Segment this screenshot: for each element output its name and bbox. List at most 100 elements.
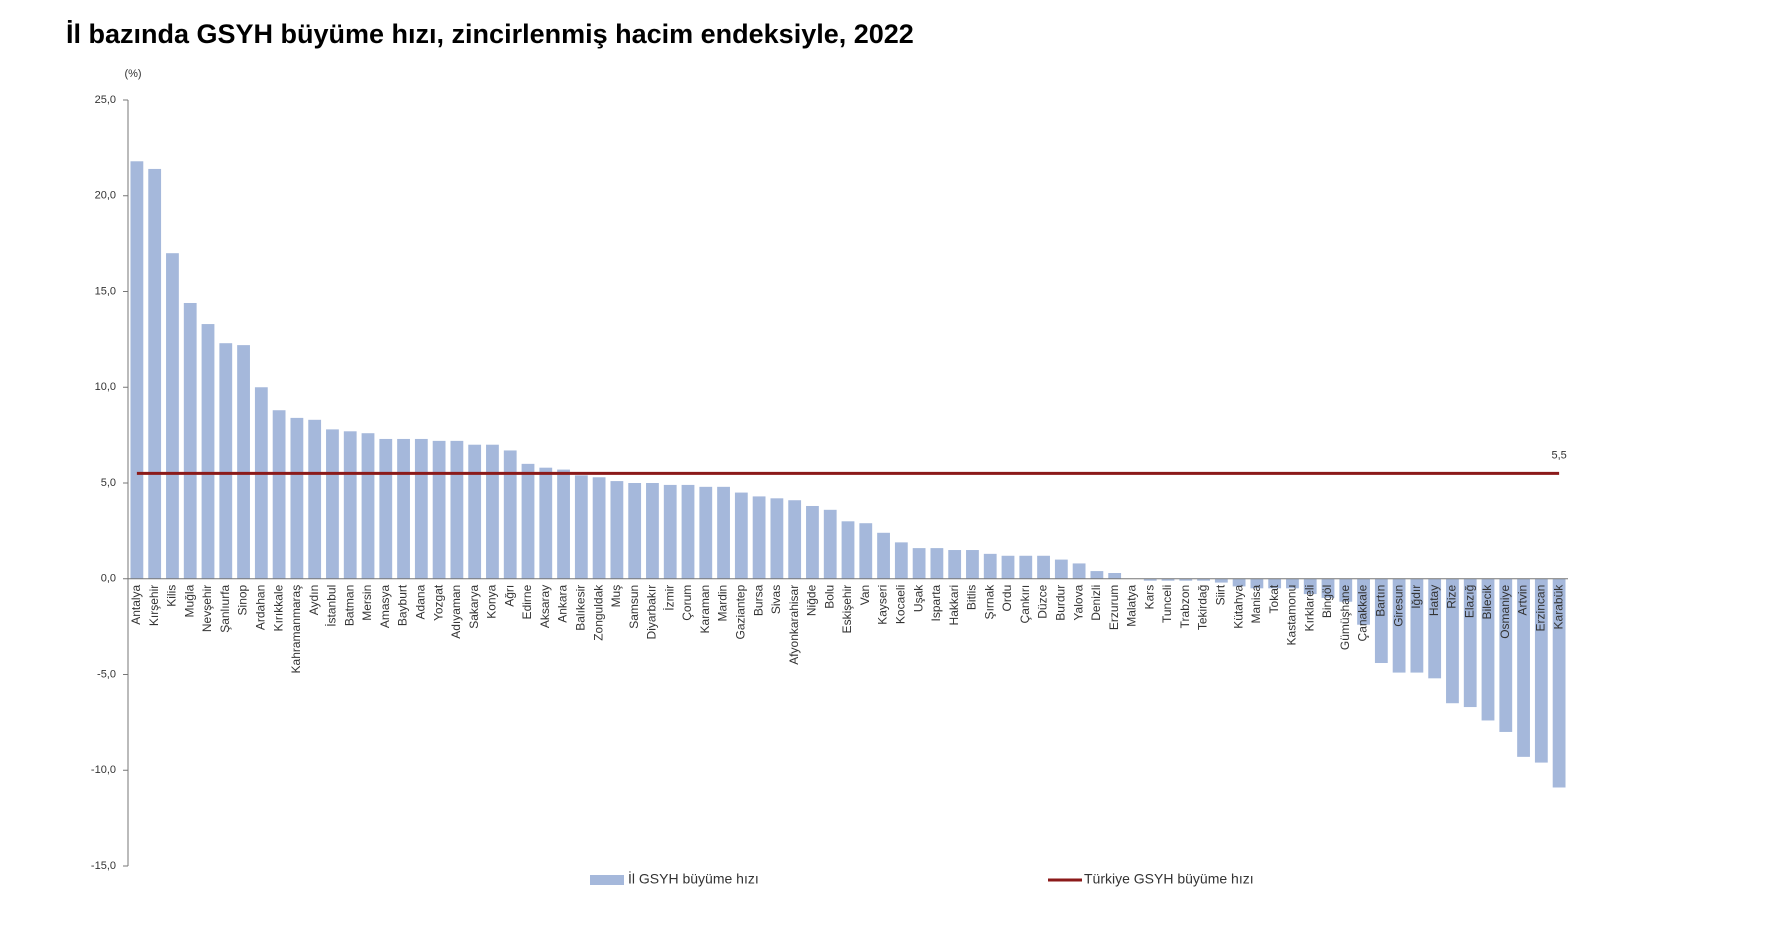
x-tick-label: Karabük (1551, 584, 1565, 630)
bar (877, 532, 890, 579)
x-tick-label: Manisa (1249, 584, 1263, 623)
x-tick-label: Düzce (1036, 584, 1050, 618)
bar (254, 387, 268, 579)
x-tick-label: Artvin (1516, 585, 1530, 616)
bar (681, 484, 695, 579)
x-tick-label: Mardin (716, 585, 730, 622)
x-tick-label: Ardahan (254, 585, 268, 630)
bar (290, 417, 304, 579)
bar (628, 483, 642, 579)
x-tick-label: Erzurum (1107, 585, 1121, 630)
y-tick-label: -15,0 (91, 860, 116, 872)
y-tick-label: -10,0 (91, 764, 116, 776)
x-tick-label: Bartın (1374, 585, 1388, 617)
bar (699, 486, 713, 579)
x-tick-label: Van (858, 585, 872, 605)
legend-label: Türkiye GSYH büyüme hızı (1084, 871, 1254, 887)
bar (788, 500, 802, 579)
x-tick-label: Sakarya (467, 584, 481, 628)
bar (912, 548, 926, 579)
x-tick-label: Elazığ (1462, 585, 1476, 618)
bar (1499, 578, 1513, 732)
x-tick-label: Muğla (182, 584, 196, 617)
bar (432, 440, 446, 579)
bar (183, 302, 197, 579)
bar (148, 168, 162, 579)
x-tick-label: Ordu (1000, 585, 1014, 612)
bar (237, 345, 250, 579)
bar (806, 505, 819, 579)
chart-title: İl bazında GSYH büyüme hızı, zincirlenmi… (66, 19, 914, 49)
bar (1001, 555, 1015, 579)
x-tick-label: Tekirdağ (1196, 585, 1210, 630)
x-tick-label: Burdur (1054, 585, 1068, 621)
bar (1481, 578, 1495, 721)
x-tick-label: Kocaeli (894, 585, 908, 624)
bar (859, 523, 873, 579)
x-tick-label: Kırşehir (147, 585, 161, 626)
bar (1179, 578, 1193, 581)
y-tick-label: 15,0 (95, 285, 116, 297)
bar (823, 509, 837, 579)
x-tick-label: Batman (342, 585, 356, 626)
bar (1143, 578, 1157, 581)
bar (1090, 571, 1104, 579)
x-tick-label: Kilis (165, 585, 179, 607)
bar (539, 467, 553, 579)
x-tick-label: Yozgat (431, 584, 445, 621)
y-axis-label: (%) (124, 68, 141, 80)
x-tick-label: Mersin (360, 585, 374, 621)
bar (1161, 578, 1175, 581)
bar (966, 550, 979, 579)
bar (948, 550, 962, 579)
x-tick-label: Eskişehir (840, 585, 854, 634)
bar (1054, 559, 1068, 579)
x-tick-label: İstanbul (325, 585, 339, 627)
x-tick-label: Diyarbakır (645, 585, 659, 640)
x-tick-label: Kırıkkale (271, 584, 285, 631)
x-tick-label: Ağrı (502, 585, 516, 607)
x-tick-label: İzmir (662, 585, 676, 611)
bar (361, 433, 375, 579)
y-tick-label: 5,0 (101, 477, 116, 489)
bar (1214, 578, 1228, 583)
x-tick-label: Kars (1142, 585, 1156, 610)
bar (1197, 578, 1210, 581)
x-tick-label: Niğde (805, 584, 819, 616)
y-tick-label: 20,0 (95, 190, 116, 202)
x-tick-label: Sivas (769, 585, 783, 614)
x-tick-label: Bolu (822, 585, 836, 609)
bar (930, 548, 944, 579)
x-tick-label: Giresun (1391, 585, 1405, 627)
x-tick-label: Bayburt (396, 584, 410, 626)
reference-label: 5,5 (1551, 449, 1566, 461)
x-tick-label: Adana (414, 584, 428, 619)
y-tick-label: -5,0 (97, 668, 116, 680)
x-tick-label: Bingöl (1320, 585, 1334, 618)
bar (521, 463, 535, 579)
x-tick-label: Kütahya (1231, 584, 1245, 628)
x-tick-label: Uşak (911, 584, 925, 612)
bar (450, 440, 464, 579)
bar (272, 410, 286, 579)
x-tick-label: Hakkari (947, 585, 961, 626)
bar (1428, 578, 1442, 679)
x-tick-label: Sinop (236, 584, 250, 615)
x-tick-label: Denizli (1089, 585, 1103, 621)
bar (486, 444, 499, 579)
y-tick-label: 0,0 (101, 573, 116, 585)
x-tick-label: Çanakkale (1356, 584, 1370, 641)
bar (717, 486, 730, 579)
x-tick-label: Gaziantep (734, 584, 748, 639)
bar (219, 343, 233, 579)
bar (201, 324, 215, 579)
bar (841, 521, 855, 579)
bar (1410, 578, 1424, 673)
x-tick-label: Balıkesir (574, 585, 588, 631)
x-tick-label: Isparta (929, 584, 943, 621)
x-tick-label: Edirne (520, 584, 534, 619)
x-tick-label: Iğdır (1409, 585, 1423, 609)
bar (1339, 578, 1353, 602)
bar (379, 438, 393, 579)
